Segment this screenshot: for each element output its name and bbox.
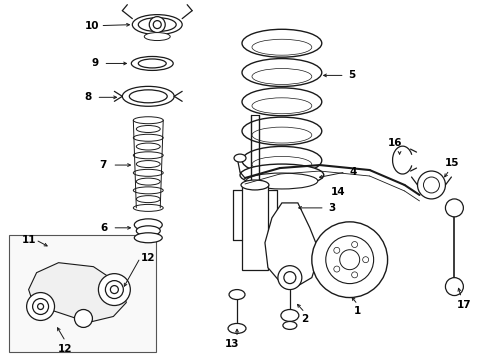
Ellipse shape: [131, 57, 173, 71]
Circle shape: [312, 222, 388, 298]
Circle shape: [352, 272, 358, 278]
Text: 14: 14: [330, 187, 345, 197]
Ellipse shape: [283, 321, 297, 329]
Ellipse shape: [133, 134, 163, 141]
Circle shape: [110, 285, 119, 293]
Circle shape: [33, 298, 49, 315]
Polygon shape: [242, 185, 268, 270]
Text: 2: 2: [301, 314, 308, 324]
Polygon shape: [28, 263, 126, 323]
Ellipse shape: [136, 195, 160, 203]
Ellipse shape: [229, 289, 245, 300]
Circle shape: [74, 310, 93, 328]
Text: 12: 12: [141, 253, 155, 263]
Text: 5: 5: [348, 71, 355, 80]
Circle shape: [98, 274, 130, 306]
Ellipse shape: [241, 180, 269, 190]
Circle shape: [284, 272, 296, 284]
Text: 7: 7: [99, 160, 107, 170]
Text: 17: 17: [457, 300, 472, 310]
Ellipse shape: [242, 29, 322, 57]
Ellipse shape: [133, 187, 163, 194]
Circle shape: [26, 293, 54, 320]
Ellipse shape: [136, 161, 160, 167]
Ellipse shape: [252, 98, 312, 114]
Ellipse shape: [242, 88, 322, 116]
Ellipse shape: [242, 117, 322, 145]
Circle shape: [153, 21, 161, 28]
Bar: [9, 235, 156, 352]
Text: 10: 10: [85, 21, 99, 31]
Text: 4: 4: [349, 167, 356, 177]
Ellipse shape: [133, 169, 163, 176]
Ellipse shape: [138, 18, 176, 32]
Circle shape: [340, 250, 360, 270]
Ellipse shape: [133, 204, 163, 211]
Text: 8: 8: [85, 92, 92, 102]
Circle shape: [445, 199, 464, 217]
Text: 6: 6: [101, 223, 108, 233]
Circle shape: [105, 280, 123, 298]
Ellipse shape: [134, 219, 162, 231]
Ellipse shape: [133, 117, 163, 124]
Circle shape: [417, 171, 445, 199]
Ellipse shape: [234, 154, 246, 162]
Circle shape: [445, 278, 464, 296]
Ellipse shape: [134, 233, 162, 243]
Ellipse shape: [136, 226, 160, 236]
Ellipse shape: [252, 156, 312, 172]
Circle shape: [334, 247, 340, 253]
Ellipse shape: [246, 173, 318, 189]
Circle shape: [363, 257, 368, 263]
Ellipse shape: [136, 178, 160, 185]
Text: 16: 16: [387, 138, 402, 148]
Circle shape: [38, 303, 44, 310]
Ellipse shape: [252, 39, 312, 55]
Circle shape: [334, 266, 340, 272]
Circle shape: [278, 266, 302, 289]
Circle shape: [352, 242, 358, 248]
Ellipse shape: [242, 147, 322, 174]
Circle shape: [326, 236, 374, 284]
Ellipse shape: [242, 59, 322, 86]
Ellipse shape: [144, 32, 170, 41]
Text: 1: 1: [354, 306, 361, 316]
Text: 9: 9: [92, 58, 99, 68]
Ellipse shape: [129, 90, 167, 103]
Ellipse shape: [122, 86, 174, 106]
Ellipse shape: [228, 323, 246, 333]
Text: 13: 13: [225, 339, 239, 349]
Ellipse shape: [240, 164, 324, 186]
Ellipse shape: [252, 127, 312, 143]
Ellipse shape: [138, 59, 166, 68]
Ellipse shape: [133, 152, 163, 159]
Text: 12: 12: [58, 345, 73, 354]
Ellipse shape: [136, 126, 160, 132]
Ellipse shape: [281, 310, 299, 321]
Text: 11: 11: [22, 235, 36, 245]
Circle shape: [149, 17, 165, 32]
Circle shape: [423, 177, 440, 193]
Ellipse shape: [132, 15, 182, 35]
Text: 3: 3: [328, 203, 335, 213]
Ellipse shape: [252, 68, 312, 85]
Ellipse shape: [136, 143, 160, 150]
Polygon shape: [265, 203, 320, 288]
Text: 15: 15: [445, 158, 460, 168]
